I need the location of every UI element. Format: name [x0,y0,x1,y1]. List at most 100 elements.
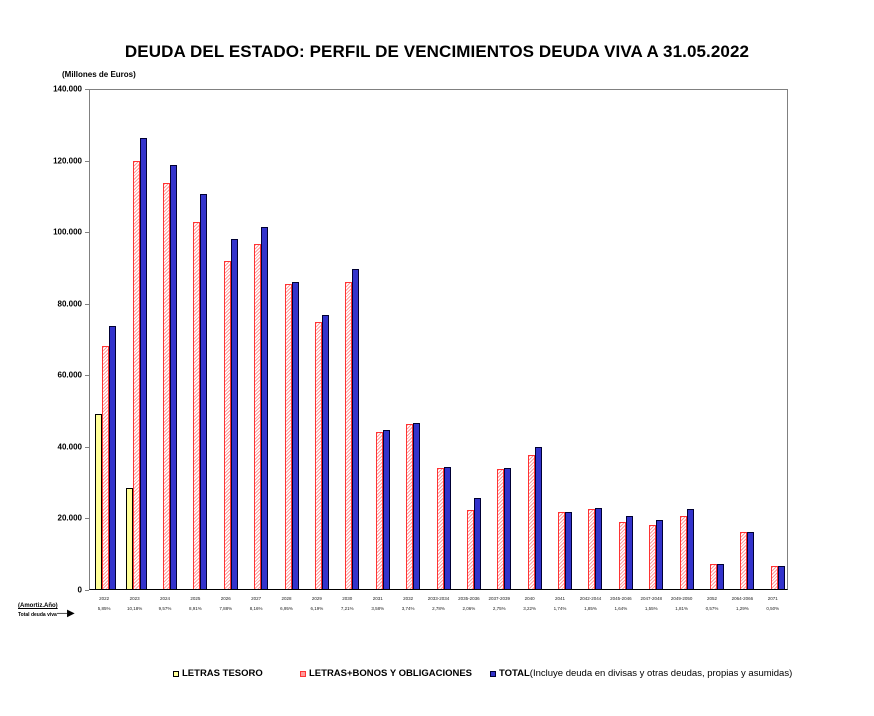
legend-item-letras: LETRAS TESORO [173,668,263,679]
y-tick-mark [85,375,89,377]
bar-red-2028 [284,284,292,589]
x-tick-label: 2049-2050 [670,596,693,601]
amortization-pct: 7,21% [340,606,354,611]
y-tick-mark [85,232,89,234]
bar-red-2033-2034 [436,467,444,589]
bar-red-2037-2039 [497,468,505,589]
amortization-pct: 3,74% [401,606,415,611]
legend-label-total: TOTAL [499,668,530,679]
x-tick-label: 2041 [555,596,566,601]
x-tick-label: 2032 [403,596,414,601]
bar-blue-2045-2046 [625,516,633,589]
bar-blue-2042-2044 [595,507,603,589]
amortization-pct: 8,16% [249,606,263,611]
amortization-pct: 1,55% [644,606,658,611]
bar-blue-2024 [169,164,177,589]
bar-blue-2052 [717,563,725,589]
bar-red-2047-2048 [649,524,657,589]
bar-red-2071 [770,566,778,589]
x-tick-label: 2027 [251,596,262,601]
bar-blue-2040 [534,446,542,589]
amortization-pct: 2,78% [432,606,445,611]
plot-area [89,89,788,590]
x-tick-label: 2042-2044 [579,596,602,601]
x-tick-label: 2030 [342,596,353,601]
x-tick-label: 2029 [311,596,322,601]
amortization-pct: 0,57% [705,606,719,611]
legend-item-bonos: LETRAS+BONOS Y OBLIGACIONES [300,668,472,679]
x-tick-label: 2025 [190,596,201,601]
legend-item-total: TOTAL (Incluye deuda en divisas y otras … [490,668,792,679]
amortization-pct: 7,88% [219,606,233,611]
bar-blue-2030 [352,269,360,589]
y-tick-label: 80.000 [57,299,82,309]
amortization-pct: 6,95% [280,606,293,611]
amortization-label: (Amortiz.Año) [18,603,58,609]
x-tick-label: 2023 [129,596,140,601]
bar-red-2026 [223,261,231,589]
x-tick-label: 2064-2066 [731,596,754,601]
x-tick-label: 2071 [767,596,778,601]
amortization-pct: 5,85% [97,606,111,611]
bar-blue-2031 [382,430,390,589]
amortization-pct: 0,50% [766,606,780,611]
arrow-right-icon: —▶ [57,608,75,619]
y-axis-units: (Millones de Euros) [62,70,136,79]
bar-red-2041 [558,511,566,589]
x-tick-label: 2031 [372,596,383,601]
amortization-pct: 1,74% [553,606,567,611]
y-tick-label: 100.000 [53,227,82,237]
x-tick-label: 2033-2034 [427,596,450,601]
bar-blue-2032 [413,422,421,589]
y-tick-mark [85,303,89,305]
x-tick-label: 2035-2036 [458,596,480,601]
bar-blue-2035-2036 [473,497,481,589]
bar-red-2025 [193,222,201,589]
bar-red-2027 [254,244,262,589]
legend-label-letras: LETRAS TESORO [182,668,263,679]
bar-blue-2026 [230,239,238,589]
amortization-pct: 2,06% [462,606,476,611]
bar-blue-2029 [321,314,329,589]
y-tick-mark [85,160,89,162]
amortization-pct: 1,81% [675,606,688,611]
bar-blue-2022 [109,326,117,589]
bar-red-2042-2044 [588,508,596,589]
bar-blue-2028 [291,282,299,589]
bar-blue-2027 [261,227,269,589]
amortization-pct: 1,64% [614,606,628,611]
bar-yellow-2022 [95,413,103,589]
bar-red-2032 [406,423,414,589]
bar-blue-2037-2039 [504,467,512,589]
amortization-pct: 3,58% [371,606,385,611]
amortization-pct: 9,57% [158,606,172,611]
amortization-pct: 3,22% [523,606,537,611]
bar-red-2024 [162,183,170,589]
y-tick-label: 60.000 [57,370,82,380]
x-tick-label: 2052 [707,596,718,601]
amortization-pct: 6,19% [310,606,324,611]
amortization-pct: 1,85% [584,606,597,611]
x-tick-label: 2037-2039 [488,596,511,601]
y-tick-label: 120.000 [53,156,82,166]
x-tick-label: 2026 [220,596,231,601]
bar-red-2045-2046 [618,521,626,589]
bar-red-2023 [132,161,140,589]
chart-title: DEUDA DEL ESTADO: PERFIL DE VENCIMIENTOS… [124,42,750,61]
legend-swatch-red-icon [300,670,306,677]
amortization-pct: 1,29% [736,606,749,611]
legend-swatch-yellow-icon [173,670,179,677]
total-deuda-viva-label: Total deuda viva [18,612,57,618]
x-tick-label: 2047-2048 [640,596,662,601]
bar-blue-2025 [200,193,208,589]
bar-red-2049-2050 [679,516,687,589]
bar-red-2035-2036 [466,509,474,589]
x-tick-label: 2040 [524,596,535,601]
bar-blue-2064-2066 [747,531,755,589]
y-tick-label: 140.000 [53,84,82,94]
bar-red-2040 [527,454,535,589]
amortization-pct: 8,91% [188,606,202,611]
x-tick-label: 2028 [281,596,292,601]
bar-blue-2049-2050 [686,508,694,589]
y-tick-label: 0 [77,585,82,595]
